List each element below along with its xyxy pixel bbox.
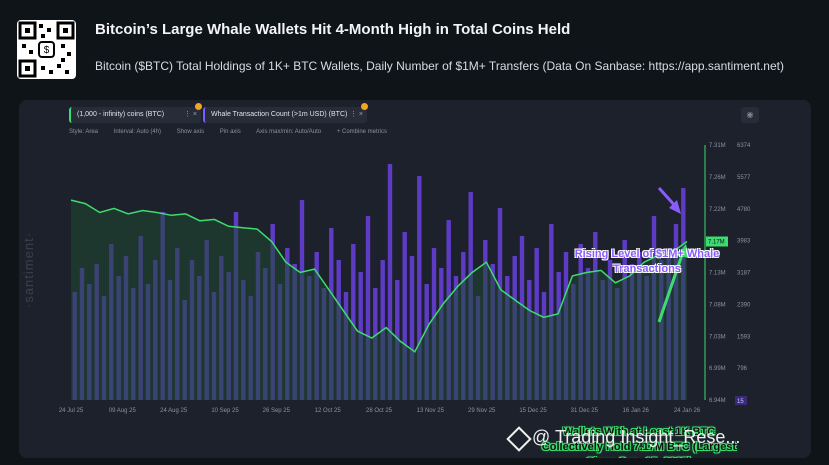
- tab-whale-transactions-label: Whale Transaction Count (>1m USD) (BTC): [211, 111, 348, 118]
- holdings-tick-label: 6.94M: [709, 398, 726, 404]
- tab-holdings-label: (1,000 - infinity) coins (BTC): [77, 111, 165, 118]
- transactions-current-marker: [735, 396, 747, 405]
- tab-holdings-more-icon[interactable]: ⋮: [183, 111, 191, 118]
- x-tick-label: 24 Jul 25: [59, 408, 84, 414]
- holdings-tick-label: 6.99M: [709, 366, 726, 372]
- holdings-tick-label: 7.31M: [709, 143, 726, 149]
- whale-transaction-bar: [402, 232, 407, 400]
- x-tick-label: 24 Jan 26: [674, 408, 701, 414]
- whale-transaction-bar: [365, 216, 371, 400]
- x-tick-label: 15 Dec 25: [519, 408, 547, 414]
- show-axis-toggle[interactable]: Show axis: [176, 129, 205, 135]
- chart-panel: (1,000 - infinity) coins (BTC) ⋮ × Whale…: [19, 100, 811, 458]
- x-tick-label: 31 Dec 25: [571, 408, 599, 414]
- svg-text:$: $: [44, 45, 50, 56]
- whale-transaction-bar: [549, 224, 554, 400]
- holdings-tick-label: 7.22M: [709, 207, 726, 213]
- qr-code-pattern: $: [18, 21, 75, 78]
- tab-whale-close-icon[interactable]: ⋮ ×: [350, 107, 363, 123]
- whale-transaction-bar: [409, 256, 415, 400]
- x-tick-label: 16 Jan 26: [623, 408, 650, 414]
- combine-metrics-button[interactable]: + Combine metrics: [336, 129, 387, 135]
- x-tick-label: 13 Nov 25: [417, 408, 445, 414]
- whale-transaction-bar: [387, 164, 393, 400]
- annotation-arrows: [657, 186, 689, 323]
- holdings-area-fill: [71, 200, 687, 400]
- page-subtitle: Bitcoin ($BTC) Total Holdings of 1K+ BTC…: [95, 59, 784, 73]
- tab-holdings-close-icon[interactable]: ⋮ ×: [184, 107, 197, 123]
- annotation-arrowhead-purple: [669, 200, 681, 214]
- holdings-tick-label: 7.08M: [709, 302, 726, 308]
- transactions-tick-label: 2390: [737, 302, 751, 308]
- holdings-tick-label: 7.26M: [709, 175, 726, 181]
- whale-transaction-bar: [351, 244, 356, 400]
- x-tick-label: 28 Oct 25: [366, 408, 393, 414]
- x-tick-label: 29 Nov 25: [468, 408, 496, 414]
- transactions-tick-label: 1593: [737, 334, 751, 340]
- annotation-holdings: Wallets With at Least 1K BTC Collectivel…: [541, 426, 737, 458]
- annotation-arrowhead-green: [677, 244, 689, 258]
- transactions-tick-label: 6374: [737, 143, 751, 149]
- transactions-tick-label: 796: [737, 366, 748, 372]
- chart-toolbar: Style: Area Interval: Auto (4h) Show axi…: [69, 129, 401, 135]
- holdings-area: [70, 199, 688, 400]
- axis-range-dropdown[interactable]: Axis max/min: Auto/Auto: [256, 129, 322, 135]
- transactions-tick-label: 5577: [737, 175, 751, 181]
- pin-axis-toggle[interactable]: Pin axis: [219, 129, 241, 135]
- warning-badge-icon: [195, 103, 202, 110]
- annotation-whale-transactions: Rising Level of $1M+ Whale Transactions: [574, 248, 720, 275]
- qr-code: $: [17, 20, 76, 79]
- x-tick-label: 26 Sep 25: [263, 408, 291, 414]
- tab-holdings-metric[interactable]: (1,000 - infinity) coins (BTC) ⋮ ×: [69, 103, 202, 123]
- x-tick-label: 24 Aug 25: [160, 408, 188, 414]
- author-handle-text: @ Trading Insight_Rese...: [532, 427, 741, 447]
- transactions-current-label: 15: [737, 399, 744, 405]
- x-tick-label: 09 Aug 25: [109, 408, 137, 414]
- interval-dropdown[interactable]: Interval: Auto (4h): [113, 129, 162, 135]
- holdings-tick-label: 7.03M: [709, 334, 726, 340]
- page-title: Bitcoin’s Large Whale Wallets Hit 4-Mont…: [95, 21, 571, 38]
- tab-whale-transactions-metric[interactable]: Whale Transaction Count (>1m USD) (BTC) …: [203, 103, 368, 123]
- chart-svg: 24 Jul 25 09 Aug 25 24 Aug 25 10 Sep 25 26 S…: [59, 143, 751, 414]
- annotation-arrow-green: [657, 251, 685, 323]
- transactions-tick-label: 4780: [737, 207, 751, 213]
- author-handle: @ Trading Insight_Rese...: [508, 427, 740, 448]
- holdings-line: [70, 199, 688, 353]
- axis-ticks: 24 Jul 25 09 Aug 25 24 Aug 25 10 Sep 25 26 S…: [59, 143, 751, 414]
- transactions-tick-label: 3187: [737, 271, 751, 277]
- x-tick-label: 10 Sep 25: [211, 408, 239, 414]
- style-dropdown[interactable]: Style: Area: [69, 129, 99, 135]
- holdings-current-label: 7.17M: [708, 240, 725, 246]
- settings-icon[interactable]: ◉: [741, 107, 759, 123]
- warning-badge-icon: [361, 103, 368, 110]
- whale-transaction-bar: [417, 176, 422, 400]
- x-tick-label: 12 Oct 25: [315, 408, 342, 414]
- tab-whale-close-glyph[interactable]: ×: [358, 111, 363, 118]
- tab-holdings-close-glyph[interactable]: ×: [192, 111, 197, 118]
- tab-whale-more-icon[interactable]: ⋮: [349, 111, 357, 118]
- holdings-tick-label: 7.13M: [709, 271, 726, 277]
- transactions-tick-label: 3983: [737, 239, 751, 245]
- holdings-current-marker: [706, 236, 728, 247]
